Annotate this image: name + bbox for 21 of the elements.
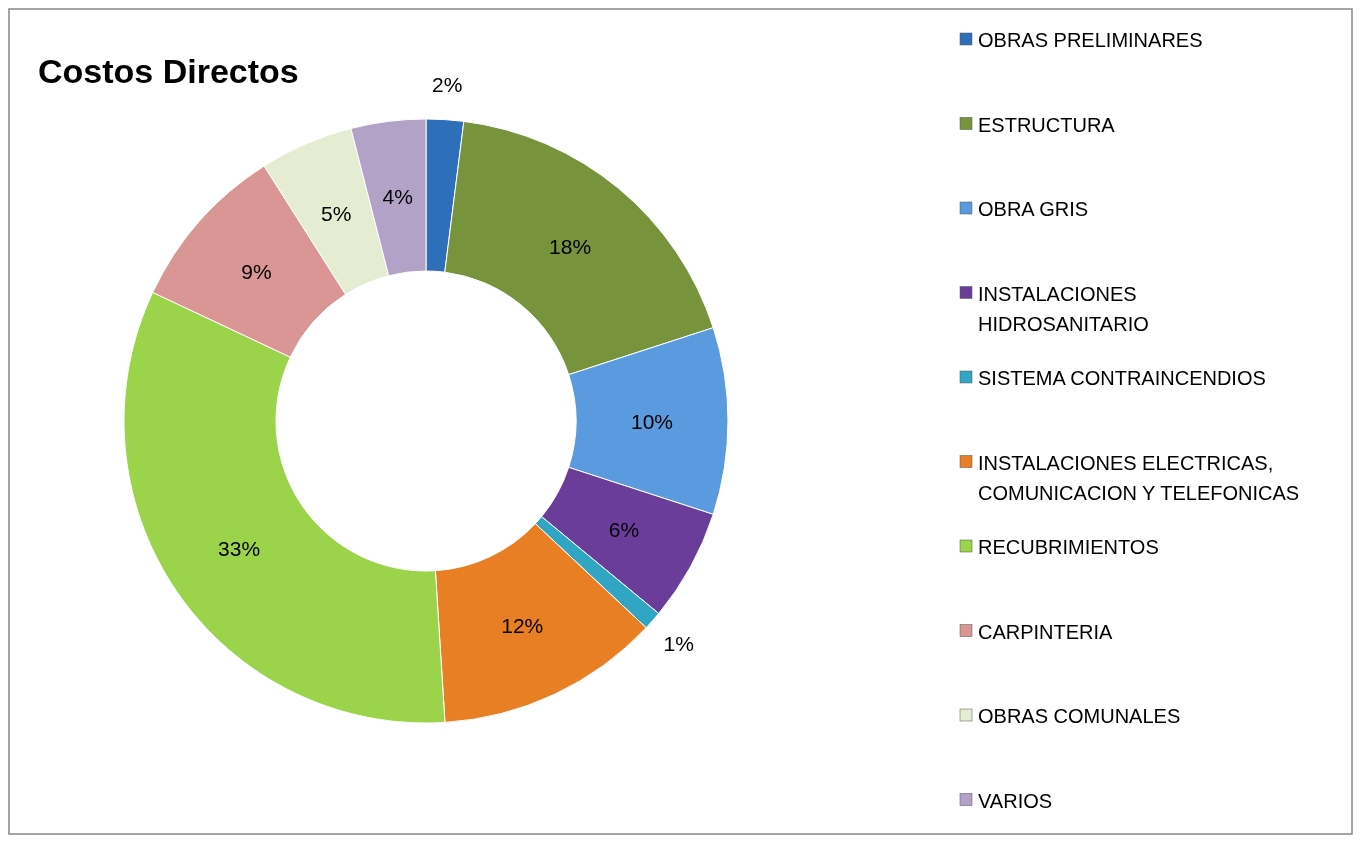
data-label: 2%	[431, 73, 463, 97]
legend-label: OBRA GRIS	[978, 198, 1089, 220]
data-label: 5%	[321, 202, 352, 226]
legend-label: CARPINTERIA	[978, 620, 1114, 643]
legend-label: VARIOS	[978, 789, 1053, 812]
data-label: 6%	[608, 518, 640, 542]
legend-label: INSTALACIONES HIDROSANITARIO	[978, 282, 1149, 335]
legend-label: ESTRUCTURA	[978, 113, 1116, 136]
legend-label: SISTEMA CONTRAINCENDIOS	[978, 367, 1266, 389]
data-label: 4%	[382, 185, 413, 209]
data-label: 33%	[218, 536, 261, 560]
data-label: 10%	[630, 409, 674, 433]
data-label: 18%	[549, 235, 592, 259]
legend-label: RECUBRIMIENTOS	[978, 536, 1159, 558]
data-label: 9%	[241, 260, 272, 284]
data-label: 12%	[501, 613, 544, 637]
legend-label: OBRAS COMUNALES	[978, 705, 1181, 727]
legend-label: INSTALACIONES ELECTRICAS, COMUNICACION Y TELEFONICAS	[978, 451, 1300, 504]
legend-label: OBRAS PRELIMINARES	[978, 29, 1203, 51]
text: Costos Directos	[38, 52, 299, 90]
data-label: 1%	[663, 632, 694, 656]
